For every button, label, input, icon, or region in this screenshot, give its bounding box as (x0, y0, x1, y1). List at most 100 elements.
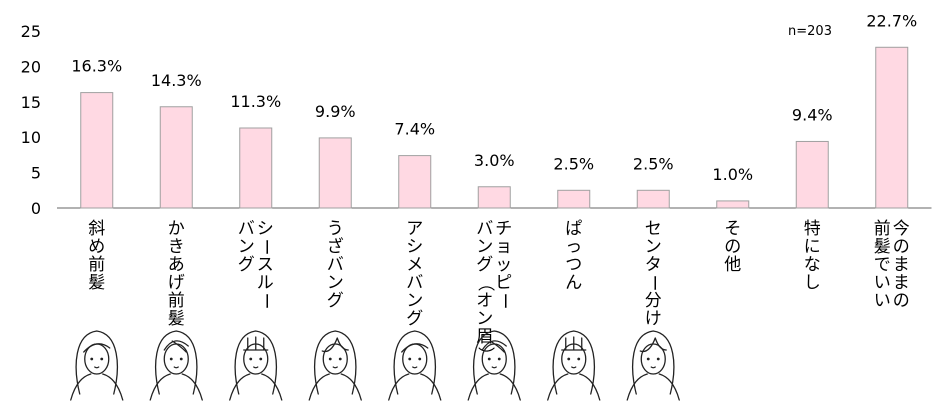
category-label-char: ョ (495, 237, 512, 257)
category-label-char: （ (475, 275, 495, 292)
category-label-char: ン (406, 291, 423, 311)
y-tick-label: 25 (21, 22, 41, 41)
category-label-char: 前 (88, 255, 105, 275)
category-label-char: 他 (724, 255, 741, 275)
category-label-char: チ (495, 219, 512, 239)
category-label-char: つ (565, 255, 582, 275)
category-label-char: ー (255, 293, 275, 310)
category-label-char: 髪 (168, 309, 185, 329)
hairstyle-illustration (626, 330, 680, 401)
category-label-char: い (874, 291, 891, 311)
data-label: 9.4% (792, 105, 833, 124)
category-label-char: の (724, 237, 741, 257)
data-label: 3.0% (474, 151, 515, 170)
bar (477, 186, 511, 209)
category-label-char: メ (406, 255, 423, 275)
category-label-char: 前 (874, 219, 891, 239)
category-label-char: グ (476, 255, 493, 275)
data-label: 16.3% (71, 57, 122, 76)
bar (318, 137, 352, 209)
hairstyle-illustration (388, 330, 442, 401)
category-label-char: ー (643, 275, 663, 292)
category-label-char: め (88, 237, 105, 257)
category-label-char: け (645, 309, 662, 329)
category-label-char: ン (645, 237, 662, 257)
hairstyle-illustration (149, 330, 203, 401)
category-label-char: シ (406, 237, 423, 257)
bar (875, 46, 909, 209)
category-label-char: バ (327, 255, 344, 275)
category-label-char: 前 (168, 291, 185, 311)
y-tick-label: 5 (31, 164, 41, 183)
data-label: 1.0% (712, 165, 753, 184)
hairstyle-illustrations (70, 330, 680, 401)
category-label-char: し (804, 273, 821, 293)
data-labels: 16.3% 14.3% 11.3% 9.9% 7.4% 3.0% 2.5% 2.5% 1.0% 9… (71, 11, 917, 184)
bar (159, 106, 193, 209)
category-label-char: ま (893, 255, 910, 275)
category-label-char: の (893, 291, 910, 311)
sample-size-label: n=203 (788, 24, 832, 39)
category-label-char: か (168, 219, 185, 239)
category-label-char: で (874, 255, 891, 275)
bar (716, 200, 750, 209)
hairstyle-illustration (70, 330, 124, 401)
category-label-char: タ (645, 255, 662, 275)
category-label-char: ン (327, 273, 344, 293)
category-label-char: ん (565, 273, 582, 293)
category-label: その他 (724, 219, 741, 275)
category-label-char: ン (476, 237, 493, 257)
category-label-char: 斜 (88, 219, 105, 239)
category-label-char: そ (724, 219, 741, 239)
bar (80, 92, 114, 209)
y-tick-label: 20 (21, 57, 41, 76)
category-label-char: き (168, 237, 185, 257)
category-label-char: グ (238, 255, 255, 275)
category-label-char: グ (327, 291, 344, 311)
bar (239, 127, 273, 209)
category-label-char: 特 (804, 219, 821, 239)
category-label-char: ス (257, 255, 274, 275)
data-label: 2.5% (633, 154, 674, 173)
y-tick-label: 0 (31, 199, 41, 218)
category-label-char: ざ (327, 236, 344, 257)
category-label-char: ン (476, 309, 493, 329)
bar (557, 189, 591, 209)
category-labels: 斜め前髪かきあげ前髪シースルーバングうざバングアシメバングチョッピーバング（オン… (88, 219, 910, 364)
category-label-char: に (804, 237, 821, 257)
data-label: 11.3% (230, 92, 281, 111)
category-label-char: バ (476, 219, 493, 239)
bar (636, 189, 670, 209)
category-label-char: バ (238, 219, 255, 239)
bar (795, 140, 829, 209)
category-label-char: ま (893, 273, 910, 293)
y-tick-label: 10 (21, 128, 41, 147)
category-label-char: な (804, 255, 821, 275)
category-label-char: ル (257, 273, 274, 293)
data-label: 7.4% (394, 120, 435, 139)
category-label-char: バ (406, 273, 423, 293)
hairstyle-illustration (467, 330, 521, 401)
hairstyle-illustration (547, 330, 601, 401)
y-tick-label: 15 (21, 93, 41, 112)
category-label-char: ー (255, 239, 275, 256)
hairstyle-illustration (229, 330, 283, 401)
data-label: 2.5% (553, 154, 594, 173)
category-label-char: オ (476, 291, 493, 311)
bars (80, 46, 909, 209)
category-label-char: 髪 (874, 237, 891, 257)
category-label-char: っ (565, 237, 582, 257)
category-label-char: ア (406, 219, 423, 239)
category-label-char: ン (238, 237, 255, 257)
bar (398, 155, 432, 209)
